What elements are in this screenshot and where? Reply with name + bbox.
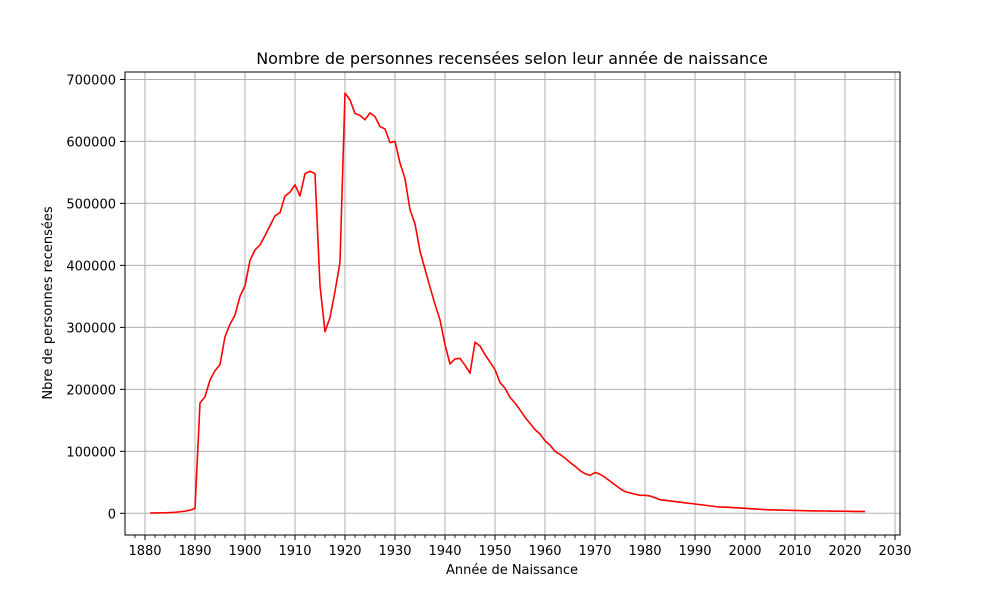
x-tick-label: 1920	[328, 544, 361, 559]
x-tick-label: 1900	[228, 544, 261, 559]
y-axis-label: Nbre de personnes recensées	[41, 206, 56, 399]
y-tick-label: 600000	[66, 135, 116, 150]
y-tick-label: 100000	[66, 445, 116, 460]
x-tick-label: 2010	[778, 544, 811, 559]
x-tick-label: 1880	[128, 544, 161, 559]
x-tick-label: 1910	[278, 544, 311, 559]
x-tick-label: 1990	[678, 544, 711, 559]
x-tick-label: 1940	[428, 544, 461, 559]
y-tick-label: 700000	[66, 73, 116, 88]
x-axis-label: Année de Naissance	[446, 563, 578, 578]
x-tick-label: 1980	[628, 544, 661, 559]
plot-area-frame	[124, 71, 901, 536]
x-axis-ticks: 1880 1890 1900 1910 1920 1930 1940 1950 1960 1970…	[128, 535, 912, 559]
y-tick-label: 300000	[66, 321, 116, 336]
x-tick-label: 2030	[878, 544, 911, 559]
x-tick-label: 1890	[178, 544, 211, 559]
y-tick-label: 200000	[66, 383, 116, 398]
y-axis-ticks: 0 100000 200000 300000 400000 500000 600000 700…	[66, 73, 125, 522]
x-tick-label: 2020	[828, 544, 861, 559]
x-tick-label: 2000	[728, 544, 761, 559]
chart-title: Nombre de personnes recensées selon leur…	[256, 49, 768, 68]
series-layer	[149, 92, 866, 514]
y-tick-label: 0	[108, 507, 116, 522]
y-tick-label: 400000	[66, 259, 116, 274]
series-line-0	[149, 92, 866, 514]
x-tick-label: 1970	[578, 544, 611, 559]
x-tick-label: 1950	[478, 544, 511, 559]
grid	[125, 72, 900, 535]
x-tick-label: 1930	[378, 544, 411, 559]
x-tick-label: 1960	[528, 544, 561, 559]
y-tick-label: 500000	[66, 197, 116, 212]
